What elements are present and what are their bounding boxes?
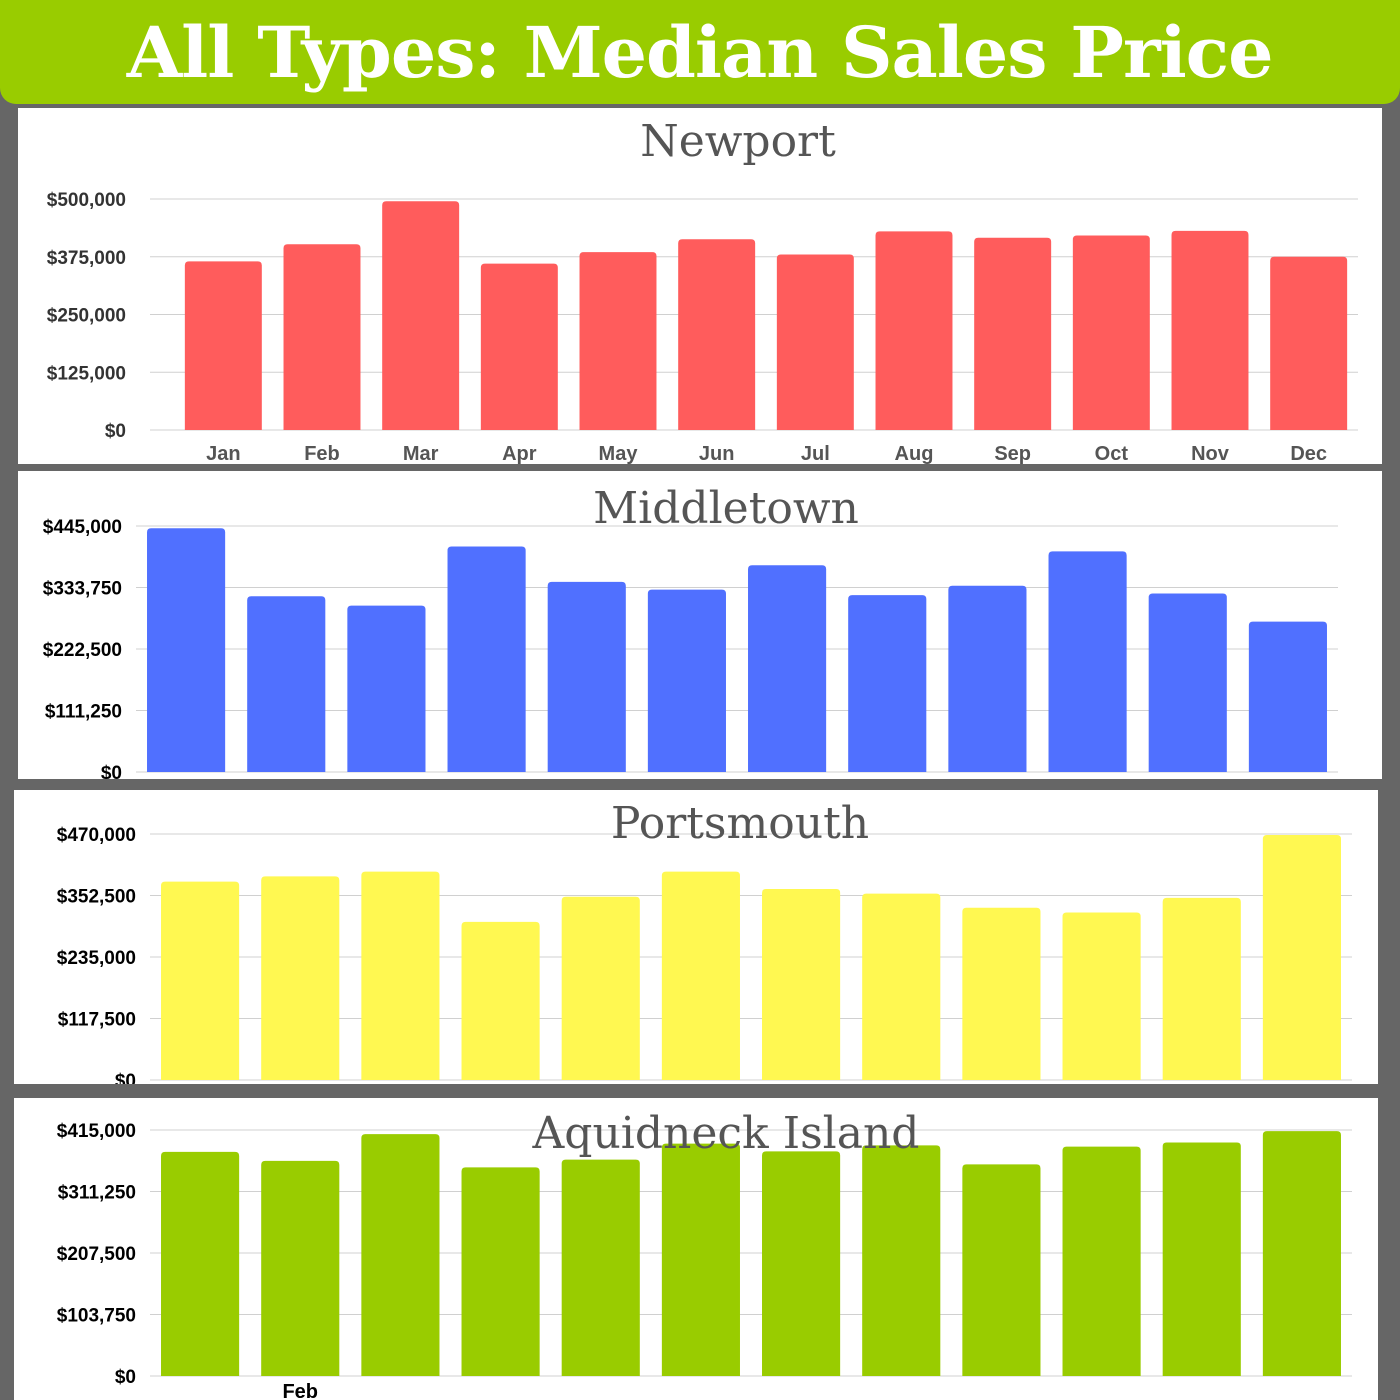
newport-bar-aug — [875, 231, 953, 430]
newport-x-tick-label: Aug — [895, 443, 934, 464]
middletown-bar-jan — [147, 528, 226, 772]
middletown-y-tick-label: $0 — [101, 763, 122, 779]
newport-bar-feb — [283, 244, 361, 430]
portsmouth-bar-aug — [862, 893, 941, 1080]
newport-y-tick-label: $250,000 — [47, 306, 126, 327]
newport-x-tick-label: May — [599, 443, 639, 464]
newport-x-tick-label: Jun — [699, 443, 735, 464]
newport-x-tick-label: Dec — [1290, 443, 1327, 464]
aquidneck-island-y-tick-label: $103,750 — [57, 1306, 136, 1327]
portsmouth-y-tick-label: $470,000 — [57, 825, 136, 846]
middletown-bar-oct — [1048, 551, 1127, 772]
middletown-bar-chart: $0 $111,250 $222,500 $333,750 $445,000 Middle… — [43, 483, 1338, 779]
newport-bar-mar — [382, 201, 460, 430]
portsmouth-y-tick-label: $235,000 — [57, 948, 136, 969]
aquidneck-island-bar-apr — [461, 1167, 540, 1376]
newport-bar-oct — [1072, 235, 1150, 430]
newport-x-tick-label: Nov — [1191, 443, 1230, 464]
aquidneck-island-bar-jan — [161, 1151, 240, 1376]
aquidneck-island-y-tick-label: $0 — [115, 1367, 136, 1388]
newport-chart-title: Newport — [640, 116, 836, 167]
middletown-bar-dec — [1248, 621, 1327, 772]
newport-bar-sep — [974, 237, 1052, 430]
newport-bar-dec — [1270, 256, 1348, 430]
aquidneck-island-y-tick-label: $207,500 — [57, 1244, 136, 1265]
aquidneck-island-y-tick-label: $311,250 — [58, 1183, 136, 1204]
newport-bar-chart: $0 $125,000 $250,000 $375,000 $500,000 Jan Feb… — [47, 116, 1358, 464]
middletown-y-tick-label: $222,500 — [43, 640, 122, 661]
aquidneck-island-bar-may — [561, 1159, 640, 1376]
middletown-bar-nov — [1148, 593, 1227, 772]
middletown-bar-jul — [748, 565, 827, 772]
portsmouth-y-tick-label: $352,500 — [57, 887, 136, 908]
portsmouth-y-tick-label: $117,500 — [58, 1010, 136, 1031]
newport-x-tick-label: Mar — [403, 443, 439, 464]
aquidneck-island-bar-jun — [661, 1143, 740, 1376]
middletown-bar-mar — [347, 605, 426, 772]
chart-panel-portsmouth: $0 $117,500 $235,000 $352,500 $470,000 Portsm… — [14, 790, 1378, 1084]
portsmouth-bar-may — [561, 896, 640, 1080]
portsmouth-bar-jul — [762, 888, 841, 1080]
portsmouth-chart-title: Portsmouth — [611, 798, 869, 849]
middletown-bar-feb — [247, 596, 326, 772]
portsmouth-bar-apr — [461, 921, 540, 1080]
portsmouth-y-tick-label: $0 — [115, 1071, 136, 1084]
newport-y-tick-label: $375,000 — [47, 248, 126, 269]
newport-x-tick-label: Apr — [502, 443, 537, 464]
portsmouth-bar-feb — [261, 876, 340, 1080]
newport-y-tick-label: $500,000 — [47, 190, 126, 211]
middletown-y-tick-label: $333,750 — [43, 579, 122, 600]
newport-bar-nov — [1171, 230, 1249, 430]
aquidneck-island-bar-jul — [762, 1151, 841, 1376]
newport-bar-jun — [678, 239, 756, 430]
portsmouth-bar-oct — [1062, 912, 1141, 1080]
middletown-bar-aug — [848, 595, 927, 772]
aquidneck-island-bar-oct — [1062, 1146, 1141, 1376]
aquidneck-island-y-tick-label: $415,000 — [57, 1121, 136, 1142]
portsmouth-bar-sep — [962, 907, 1041, 1080]
portsmouth-bar-nov — [1162, 897, 1241, 1080]
aquidneck-island-bar-aug — [862, 1145, 941, 1376]
middletown-y-tick-label: $445,000 — [43, 517, 122, 538]
portsmouth-bar-mar — [361, 871, 440, 1080]
newport-bar-jul — [776, 254, 854, 430]
title-banner: All Types: Median Sales Price — [0, 0, 1400, 104]
newport-x-tick-label: Feb — [304, 443, 340, 464]
middletown-bar-sep — [948, 585, 1027, 772]
aquidneck-island-bar-chart: $0 $103,750 $207,500 $311,250 $415,000 Feb Aqu… — [57, 1108, 1352, 1400]
aquidneck-island-bar-sep — [962, 1164, 1041, 1376]
portsmouth-bar-jun — [661, 871, 740, 1080]
middletown-chart-title: Middletown — [593, 483, 859, 534]
portsmouth-bar-chart: $0 $117,500 $235,000 $352,500 $470,000 Portsm… — [57, 798, 1352, 1084]
aquidneck-island-bar-nov — [1162, 1142, 1241, 1376]
aquidneck-island-x-tick-label: Feb — [282, 1381, 318, 1400]
aquidneck-island-bar-mar — [361, 1134, 440, 1376]
middletown-bar-apr — [447, 546, 526, 772]
newport-x-tick-label: Oct — [1095, 443, 1129, 464]
page-title: All Types: Median Sales Price — [127, 10, 1274, 94]
newport-bar-apr — [480, 263, 558, 430]
middletown-bar-jun — [647, 589, 726, 772]
chart-panel-newport: $0 $125,000 $250,000 $375,000 $500,000 Jan Feb… — [18, 108, 1382, 464]
newport-bar-may — [579, 252, 657, 430]
newport-bar-jan — [184, 261, 262, 430]
newport-x-tick-label: Jul — [801, 443, 830, 464]
aquidneck-island-bar-feb — [261, 1160, 340, 1376]
chart-panel-aquidneck-island: $0 $103,750 $207,500 $311,250 $415,000 Feb Aqu… — [14, 1098, 1378, 1400]
portsmouth-bar-jan — [161, 881, 240, 1080]
middletown-y-tick-label: $111,250 — [45, 702, 122, 723]
newport-x-tick-label: Jan — [206, 443, 240, 464]
chart-panel-middletown: $0 $111,250 $222,500 $333,750 $445,000 Middle… — [18, 471, 1382, 779]
newport-y-tick-label: $0 — [105, 421, 126, 442]
aquidneck-island-bar-dec — [1262, 1131, 1341, 1376]
newport-y-tick-label: $125,000 — [47, 363, 126, 384]
middletown-bar-may — [547, 581, 626, 772]
portsmouth-bar-dec — [1262, 835, 1341, 1080]
newport-x-tick-label: Sep — [994, 443, 1031, 464]
aquidneck-island-chart-title: Aquidneck Island — [532, 1108, 920, 1159]
